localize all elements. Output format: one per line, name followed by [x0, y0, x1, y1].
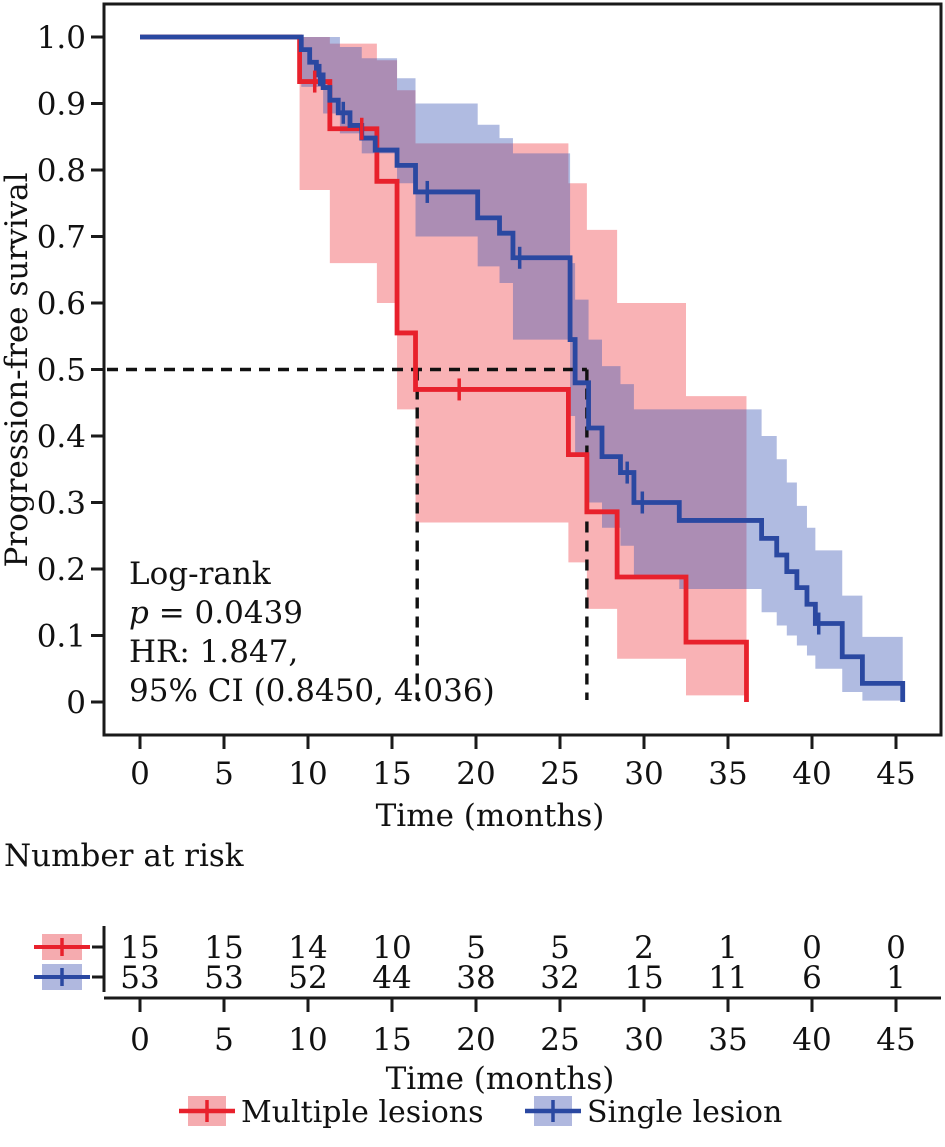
- x-tick-label: 20: [456, 756, 495, 792]
- y-tick-label: 1.0: [37, 20, 86, 56]
- survival-curves: [140, 34, 906, 702]
- risk-count: 5: [550, 930, 570, 966]
- risk-x-axis-title: Time (months): [386, 1061, 615, 1097]
- y-tick-label: 0.2: [37, 552, 86, 588]
- risk-count: 15: [204, 930, 243, 966]
- y-tick-label: 0.4: [37, 419, 86, 455]
- risk-x-tick-label: 0: [130, 1022, 150, 1058]
- x-axis-title: Time (months): [376, 798, 605, 834]
- risk-count: 0: [802, 930, 822, 966]
- x-tick-label: 30: [624, 756, 663, 792]
- annotation-line-2: HR: 1.847,: [129, 634, 298, 670]
- risk-x-tick-label: 5: [214, 1022, 234, 1058]
- y-tick-label: 0.7: [37, 220, 86, 256]
- y-tick-label: 0.6: [37, 286, 86, 322]
- x-tick-label: 40: [792, 756, 831, 792]
- annotation-line-0: Log-rank: [129, 556, 271, 592]
- ci-band-single-lesion: [301, 37, 903, 701]
- x-tick-label: 25: [540, 756, 579, 792]
- legend-label-multiple-lesions: Multiple lesions: [241, 1095, 484, 1130]
- risk-x-tick-label: 15: [372, 1022, 411, 1058]
- y-tick-label: 0.1: [37, 619, 86, 655]
- legend-label-single-lesion: Single lesion: [587, 1095, 782, 1130]
- risk-x-tick-label: 40: [792, 1022, 831, 1058]
- x-tick-label: 0: [130, 756, 150, 792]
- risk-count: 2: [634, 930, 654, 966]
- confidence-bands: [299, 37, 903, 701]
- risk-count: 38: [456, 960, 495, 996]
- legend: Multiple lesions Single lesion: [179, 1095, 782, 1130]
- y-tick-label: 0.5: [37, 353, 86, 389]
- survival-curve-single-lesion: [140, 34, 906, 702]
- risk-count: 44: [372, 960, 411, 996]
- y-tick-label: 0.8: [37, 153, 86, 189]
- risk-count: 1: [886, 960, 906, 996]
- annotation-line-3: 95% CI (0.8450, 4.036): [129, 673, 495, 709]
- risk-count: 15: [624, 960, 663, 996]
- risk-table-title: Number at risk: [4, 838, 244, 874]
- risk-count: 1: [718, 930, 738, 966]
- risk-x-tick-label: 45: [876, 1022, 915, 1058]
- y-tick-label: 0.3: [37, 486, 86, 522]
- axes: 0 5 10 15 20 25 30 35 40 45 0 0.1 0.2 0.3 0.4 0.5 0.6 0.7…: [37, 20, 916, 792]
- risk-count: 6: [802, 960, 822, 996]
- y-tick-label: 0: [66, 685, 86, 721]
- y-tick-label: 0.9: [37, 87, 86, 123]
- risk-count: 53: [120, 960, 159, 996]
- risk-x-tick-label: 35: [708, 1022, 747, 1058]
- risk-count: 52: [288, 960, 327, 996]
- risk-count: 0: [886, 930, 906, 966]
- risk-count: 15: [120, 930, 159, 966]
- x-tick-label: 35: [708, 756, 747, 792]
- x-tick-label: 10: [288, 756, 327, 792]
- risk-x-tick-label: 30: [624, 1022, 663, 1058]
- x-tick-label: 5: [214, 756, 234, 792]
- risk-count: 5: [466, 930, 486, 966]
- risk-count: 53: [204, 960, 243, 996]
- annotation-line-1: p = 0.0439: [129, 595, 303, 631]
- ci-band-multiple-lesions: [299, 37, 747, 696]
- risk-count: 14: [288, 930, 327, 966]
- x-tick-label: 15: [372, 756, 411, 792]
- risk-count: 32: [540, 960, 579, 996]
- risk-count: 10: [372, 930, 411, 966]
- risk-x-tick-label: 20: [456, 1022, 495, 1058]
- risk-x-tick-label: 25: [540, 1022, 579, 1058]
- y-axis-title: Progression-free survival: [0, 172, 35, 567]
- risk-count: 11: [708, 960, 747, 996]
- censor-marks: [312, 63, 821, 635]
- risk-x-tick-label: 10: [288, 1022, 327, 1058]
- median-dashed-guides: [107, 367, 589, 700]
- risk-table: 15 15 14 10 5 5 2 1 0 053 53 52 44 38 32 15 11 6 10 5 10 15 20…: [34, 926, 941, 1058]
- x-tick-label: 45: [876, 756, 915, 792]
